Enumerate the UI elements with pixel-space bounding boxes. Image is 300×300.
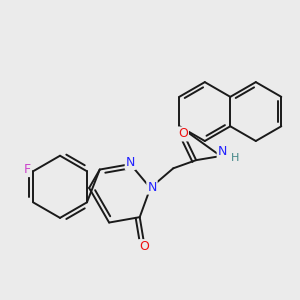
Text: H: H xyxy=(230,153,239,163)
Text: N: N xyxy=(218,146,227,158)
Text: O: O xyxy=(178,128,188,140)
Text: N: N xyxy=(126,156,135,169)
Text: F: F xyxy=(24,163,31,176)
Text: N: N xyxy=(147,181,157,194)
Text: O: O xyxy=(139,240,149,253)
